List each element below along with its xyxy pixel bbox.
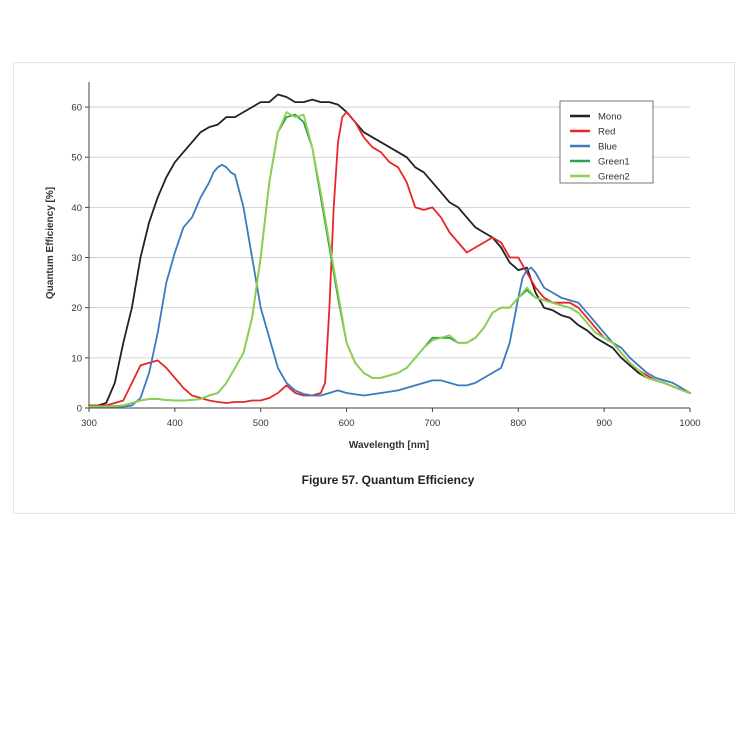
- figure-caption: Figure 57. Quantum Efficiency: [302, 473, 475, 487]
- x-tick-label: 800: [510, 418, 526, 429]
- legend-label-green1: Green1: [598, 157, 630, 168]
- series-line-blue: [88, 163, 691, 408]
- legend-label-blue: Blue: [598, 142, 617, 153]
- x-tick-label: 400: [167, 418, 183, 429]
- y-tick-label: 20: [71, 303, 82, 314]
- y-tick-label: 10: [71, 353, 82, 364]
- y-tick-label: 30: [71, 253, 82, 264]
- series-lines: [88, 93, 691, 408]
- y-tick-label: 40: [71, 203, 82, 214]
- x-tick-label: 500: [253, 418, 269, 429]
- x-tick-label: 900: [596, 418, 612, 429]
- legend-box: [559, 100, 654, 184]
- legend-label-mono: Mono: [598, 112, 622, 123]
- series-line-mono: [88, 93, 691, 407]
- x-tick-label: 1000: [679, 418, 700, 429]
- x-tick-label: 600: [339, 418, 355, 429]
- y-tick-label: 60: [71, 103, 82, 114]
- series-line-green2: [88, 111, 691, 408]
- y-tick-label: 50: [71, 153, 82, 164]
- tick-labels: 0 10 20 30 40 50 60 300 400 500 600 700 800 900 1000: [71, 103, 700, 429]
- axes: [88, 82, 690, 409]
- series-line-red: [88, 111, 691, 407]
- legend: Mono Red Blue Green1 Green2: [559, 100, 654, 184]
- y-tick-label: 0: [77, 404, 82, 415]
- y-axis-title: Quantum Efficiency [%]: [45, 187, 56, 299]
- x-axis-title: Wavelength [nm]: [349, 440, 429, 451]
- legend-label-green2: Green2: [598, 172, 630, 183]
- x-tick-label: 700: [424, 418, 440, 429]
- legend-label-red: Red: [598, 127, 615, 138]
- x-tick-label: 300: [81, 418, 97, 429]
